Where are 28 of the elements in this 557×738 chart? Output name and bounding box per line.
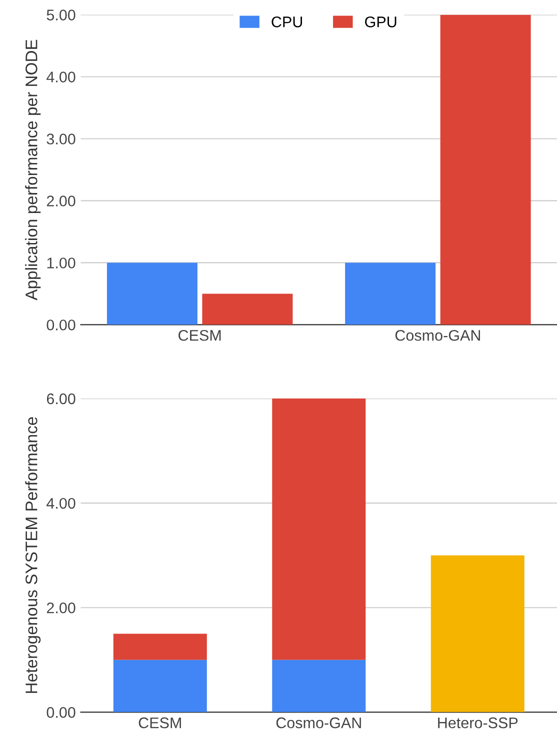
x-tick-label: CESM [178, 330, 221, 341]
y-tick-label: 0.00 [46, 320, 76, 330]
legend-label: GPU [365, 16, 396, 28]
y-axis-title: Application performance per NODE [25, 40, 41, 300]
bar [113, 660, 207, 712]
x-tick-label: CESM [138, 717, 181, 728]
y-tick-label: 3.00 [46, 134, 76, 144]
x-tick-label: Cosmo-GAN [395, 330, 480, 341]
bar [430, 555, 524, 712]
bar [272, 398, 366, 660]
y-axis-title: Heterogenous SYSTEM Performance [25, 417, 41, 693]
y-tick-label: 6.00 [46, 393, 76, 404]
bar [272, 660, 366, 712]
y-tick-label: 5.00 [46, 10, 76, 20]
y-tick-label: 0.00 [46, 707, 76, 718]
legend-label: CPU [272, 16, 302, 28]
bar [440, 14, 531, 325]
y-tick-label: 2.00 [46, 196, 76, 206]
y-tick-label: 4.00 [46, 498, 76, 509]
x-tick-label: Hetero-SSP [438, 717, 518, 728]
y-tick-label: 2.00 [46, 602, 76, 614]
y-tick-label: 4.00 [46, 72, 76, 82]
y-tick-label: 1.00 [47, 258, 76, 268]
bar [106, 262, 198, 325]
bar [345, 262, 436, 325]
bar [202, 294, 293, 325]
x-tick-label: Cosmo-GAN [276, 717, 361, 728]
bar [113, 634, 207, 660]
